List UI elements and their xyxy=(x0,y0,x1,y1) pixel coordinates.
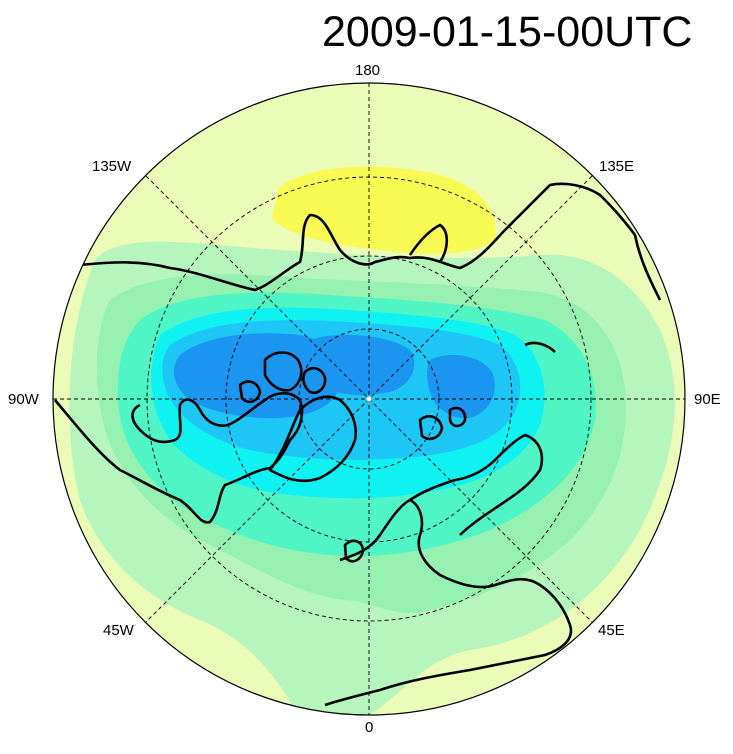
coastline-arctic-islands xyxy=(238,351,327,404)
blue-core-west xyxy=(174,333,341,419)
coastline-europe xyxy=(324,498,573,707)
longitude-label-135e: 135E xyxy=(599,158,635,175)
coastline-alaska-russia xyxy=(79,182,637,292)
longitude-label-0: 0 xyxy=(365,719,374,736)
north-pole-marker xyxy=(366,396,372,402)
coastline-east-asia xyxy=(524,234,662,353)
longitude-label-135w: 135W xyxy=(92,158,132,175)
longitude-label-45w: 45W xyxy=(103,622,134,639)
map-title: 2009-01-15-00UTC xyxy=(322,8,693,56)
coastlines xyxy=(54,182,662,707)
coastline-kamchatka xyxy=(408,223,449,263)
longitude-label-90w: 90W xyxy=(8,391,39,408)
blue-core-center xyxy=(303,334,415,395)
coastline-north-america xyxy=(54,391,304,524)
yellow-region xyxy=(272,166,496,254)
longitude-label-180: 180 xyxy=(355,62,381,79)
longitude-label-45e: 45E xyxy=(598,622,625,639)
blue-core-east xyxy=(427,354,495,419)
coastline-scandinavia xyxy=(409,433,544,536)
coastline-siberian-islands xyxy=(418,406,467,441)
map-boundary xyxy=(52,82,686,716)
longitude-label-90e: 90E xyxy=(694,391,721,408)
